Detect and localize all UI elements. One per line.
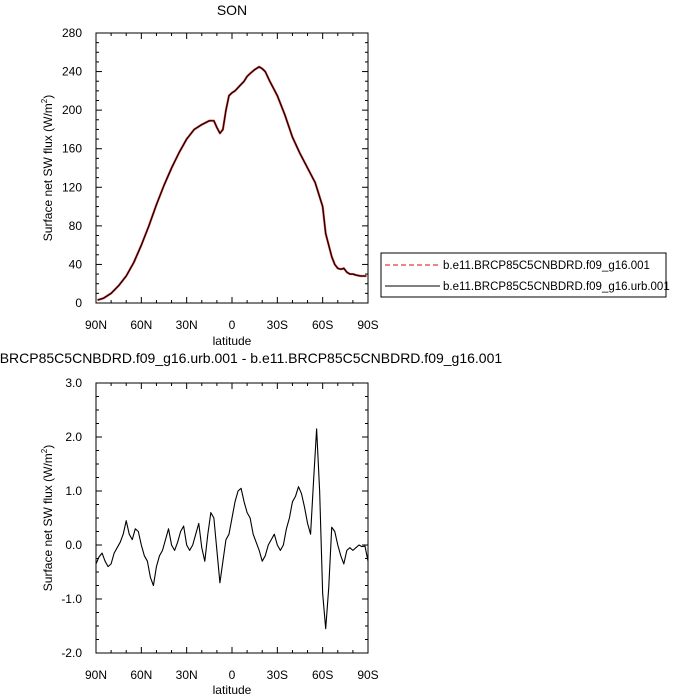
y-tick-label: 200 — [62, 103, 82, 117]
x-tick-label: 30N — [176, 668, 198, 682]
top-tick-labels: 90N 60N 30N 0 30S 60S 90S 0 40 80 120 160 200 240 280 — [62, 26, 379, 332]
x-tick-label: 0 — [229, 318, 236, 332]
x-tick-label: 60N — [130, 668, 152, 682]
x-tick-label: 60S — [312, 668, 333, 682]
y-tick-label: -2.0 — [61, 646, 82, 660]
top-axis-ticks — [95, 32, 369, 304]
y-tick-label: 0.0 — [65, 538, 82, 552]
y-tick-label: 160 — [62, 142, 82, 156]
top-panel-title: SON — [217, 2, 247, 18]
top-y-axis-label: Surface net SW flux (W/m2) — [40, 95, 55, 241]
series-line-1 — [95, 428, 369, 630]
x-tick-label: 30N — [176, 318, 198, 332]
y-tick-label: 240 — [62, 65, 82, 79]
bottom-x-axis-label: latitude — [213, 683, 252, 697]
y-tick-label: 0 — [75, 296, 82, 310]
y-tick-label: 120 — [62, 180, 82, 194]
x-tick-label: 30S — [267, 318, 288, 332]
x-tick-label: 90S — [357, 668, 378, 682]
bottom-y-axis-label: Surface net SW flux (W/m2) — [40, 445, 55, 591]
top-panel: SON 90N 60N 30N 0 30S 60S 90S 0 40 80 120 160 200 240… — [40, 2, 379, 348]
bottom-plot-frame — [95, 382, 369, 654]
legend-label-series-1: b.e11.BRCP85C5CNBDRD.f09_g16.001 — [443, 260, 650, 272]
series-line-2 — [97, 66, 367, 301]
bottom-series-lines — [95, 428, 369, 630]
y-tick-label: 1.0 — [65, 484, 82, 498]
top-series-lines — [97, 65, 367, 302]
legend: b.e11.BRCP85C5CNBDRD.f09_g16.001 b.e11.B… — [380, 252, 670, 298]
legend-box — [380, 252, 667, 298]
x-tick-label: 30S — [267, 668, 288, 682]
x-tick-label: 0 — [229, 668, 236, 682]
x-tick-label: 60N — [130, 318, 152, 332]
top-x-axis-label: latitude — [213, 334, 252, 348]
legend-label-series-2: b.e11.BRCP85C5CNBDRD.f09_g16.urb.001 — [443, 281, 670, 293]
y-tick-label: -1.0 — [61, 592, 82, 606]
y-tick-label: 40 — [69, 257, 83, 271]
bottom-tick-labels: 90N 60N 30N 0 30S 60S 90S -2.0 -1.0 0.0 1.0 2.0 3.0 — [61, 376, 378, 682]
bottom-panel-title: b.e11.BRCP85C5CNBDRD.f09_g16.urb.001 - b… — [0, 350, 502, 366]
x-tick-label: 90S — [357, 318, 378, 332]
y-tick-label: 80 — [69, 219, 83, 233]
top-plot-frame — [95, 32, 369, 304]
series-line-1 — [97, 65, 367, 302]
y-tick-label: 280 — [62, 26, 82, 40]
x-tick-label: 90N — [85, 318, 107, 332]
x-tick-label: 90N — [85, 668, 107, 682]
x-tick-label: 60S — [312, 318, 333, 332]
y-tick-label: 2.0 — [65, 430, 82, 444]
bottom-panel: b.e11.BRCP85C5CNBDRD.f09_g16.urb.001 - b… — [0, 350, 502, 697]
y-tick-label: 3.0 — [65, 376, 82, 390]
